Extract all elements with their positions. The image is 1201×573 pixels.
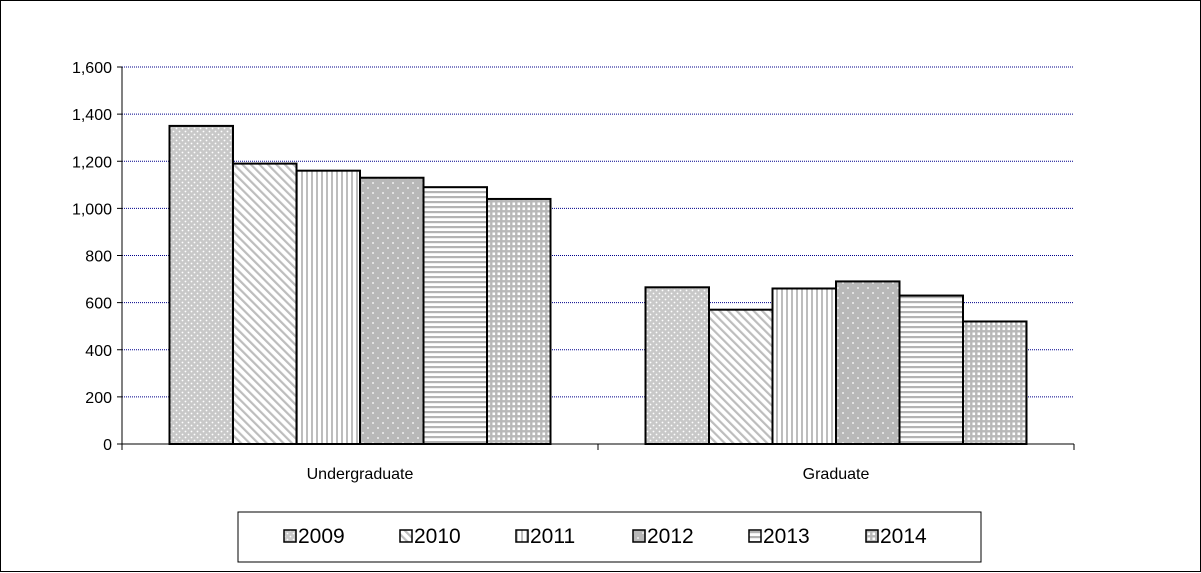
y-tick-label: 200 — [85, 390, 112, 407]
legend-label: 2009 — [298, 525, 345, 548]
bar — [295, 169, 361, 446]
legend-swatch — [515, 529, 529, 543]
legend-label: 2013 — [763, 525, 810, 548]
bar — [644, 286, 710, 446]
legend-label: 2014 — [880, 525, 927, 548]
bar — [486, 197, 552, 445]
y-tick-label: 400 — [85, 343, 112, 360]
legend-swatch — [748, 529, 762, 543]
bar — [422, 186, 488, 445]
bar — [898, 294, 964, 445]
legend: 2009 2010 2011 2012 2013 2014 — [237, 511, 982, 563]
bar — [835, 280, 901, 446]
legend-swatch — [865, 529, 879, 543]
legend-label: 2012 — [647, 525, 694, 548]
bars — [168, 124, 1028, 446]
legend-label: 2011 — [530, 525, 575, 548]
x-category-label: Graduate — [803, 466, 870, 483]
y-tick-label: 1,400 — [72, 107, 112, 124]
bar — [232, 162, 298, 445]
y-tick-label: 800 — [85, 249, 112, 266]
legend-box — [237, 511, 982, 563]
legend-swatch — [283, 529, 297, 543]
y-tick-label: 0 — [103, 437, 112, 454]
bar — [168, 124, 234, 445]
legend-swatch — [399, 529, 413, 543]
y-tick-label: 1,200 — [72, 154, 112, 171]
y-tick-label: 1,600 — [72, 60, 112, 77]
bar — [708, 308, 774, 445]
axis-labels: 0 200 400 600 800 1,000 1,200 1,400 1,600 Undergr… — [72, 60, 870, 483]
bar — [962, 320, 1028, 446]
y-tick-label: 600 — [85, 296, 112, 313]
legend-label: 2010 — [414, 525, 461, 548]
bar — [771, 287, 837, 445]
bar — [359, 176, 425, 445]
legend-swatch — [632, 529, 646, 543]
x-category-label: Undergraduate — [307, 466, 414, 483]
y-tick-label: 1,000 — [72, 201, 112, 218]
